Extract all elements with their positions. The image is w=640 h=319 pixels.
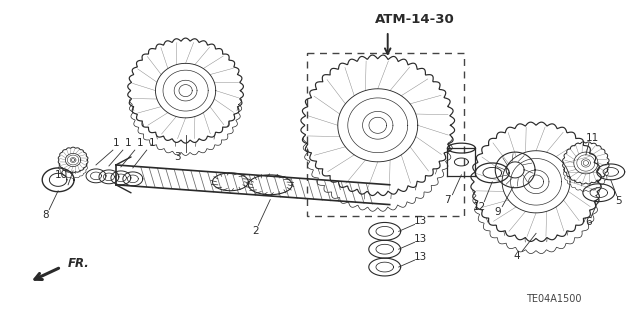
- Text: 13: 13: [414, 234, 427, 244]
- Text: 1: 1: [125, 138, 131, 148]
- Text: ATM-14-30: ATM-14-30: [374, 13, 454, 26]
- Text: 13: 13: [414, 252, 427, 262]
- Text: 5: 5: [616, 196, 622, 206]
- Text: 10: 10: [54, 170, 68, 180]
- Text: 1: 1: [148, 138, 155, 148]
- Text: 4: 4: [514, 251, 520, 261]
- Text: TE04A1500: TE04A1500: [526, 294, 582, 304]
- Text: 12: 12: [473, 202, 486, 211]
- Text: 1: 1: [113, 138, 119, 148]
- Text: 6: 6: [586, 218, 592, 227]
- Text: 2: 2: [252, 226, 259, 236]
- Text: 1: 1: [136, 138, 143, 148]
- Text: 11: 11: [586, 133, 600, 143]
- Text: 7: 7: [444, 195, 451, 205]
- Text: 9: 9: [494, 206, 500, 217]
- Text: 13: 13: [414, 217, 427, 226]
- Text: 3: 3: [174, 152, 181, 162]
- Text: FR.: FR.: [68, 256, 90, 270]
- Text: 8: 8: [42, 210, 49, 219]
